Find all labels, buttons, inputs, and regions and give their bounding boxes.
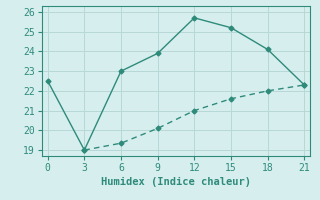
X-axis label: Humidex (Indice chaleur): Humidex (Indice chaleur)	[101, 177, 251, 187]
